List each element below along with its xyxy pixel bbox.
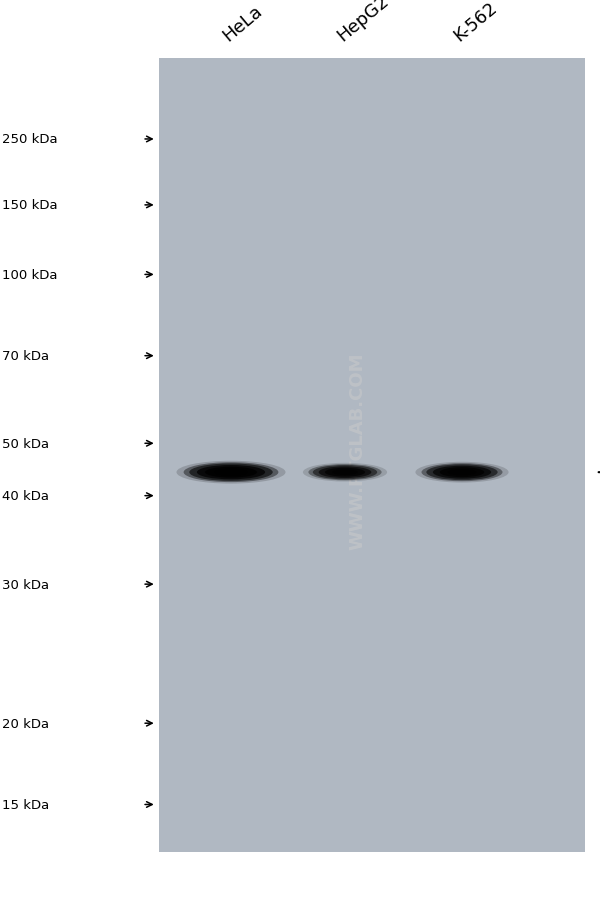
- Text: 100 kDa: 100 kDa: [2, 269, 58, 281]
- Text: K-562: K-562: [451, 0, 501, 45]
- Text: HeLa: HeLa: [220, 2, 266, 45]
- Text: 50 kDa: 50 kDa: [2, 437, 49, 450]
- Ellipse shape: [421, 464, 503, 482]
- Ellipse shape: [197, 465, 265, 480]
- Ellipse shape: [433, 466, 491, 479]
- Text: 150 kDa: 150 kDa: [2, 199, 58, 212]
- Ellipse shape: [448, 469, 476, 476]
- Ellipse shape: [308, 465, 382, 481]
- Ellipse shape: [319, 467, 371, 478]
- Ellipse shape: [303, 464, 387, 482]
- Text: 40 kDa: 40 kDa: [2, 490, 49, 502]
- Ellipse shape: [440, 467, 484, 478]
- Ellipse shape: [427, 465, 497, 481]
- Ellipse shape: [332, 470, 358, 475]
- Bar: [159, 59, 585, 852]
- Text: 20 kDa: 20 kDa: [2, 717, 49, 730]
- Ellipse shape: [214, 469, 248, 476]
- Ellipse shape: [313, 465, 377, 480]
- Ellipse shape: [189, 464, 273, 482]
- Text: 15 kDa: 15 kDa: [2, 798, 49, 811]
- Ellipse shape: [205, 467, 257, 478]
- Ellipse shape: [176, 461, 286, 484]
- Ellipse shape: [325, 468, 365, 477]
- Text: 30 kDa: 30 kDa: [2, 578, 49, 591]
- Text: WWW.PTGLAB.COM: WWW.PTGLAB.COM: [348, 353, 366, 549]
- Text: HepG2: HepG2: [334, 0, 392, 45]
- Text: 250 kDa: 250 kDa: [2, 133, 58, 146]
- Ellipse shape: [415, 462, 509, 483]
- Text: 70 kDa: 70 kDa: [2, 350, 49, 363]
- Ellipse shape: [184, 463, 278, 483]
